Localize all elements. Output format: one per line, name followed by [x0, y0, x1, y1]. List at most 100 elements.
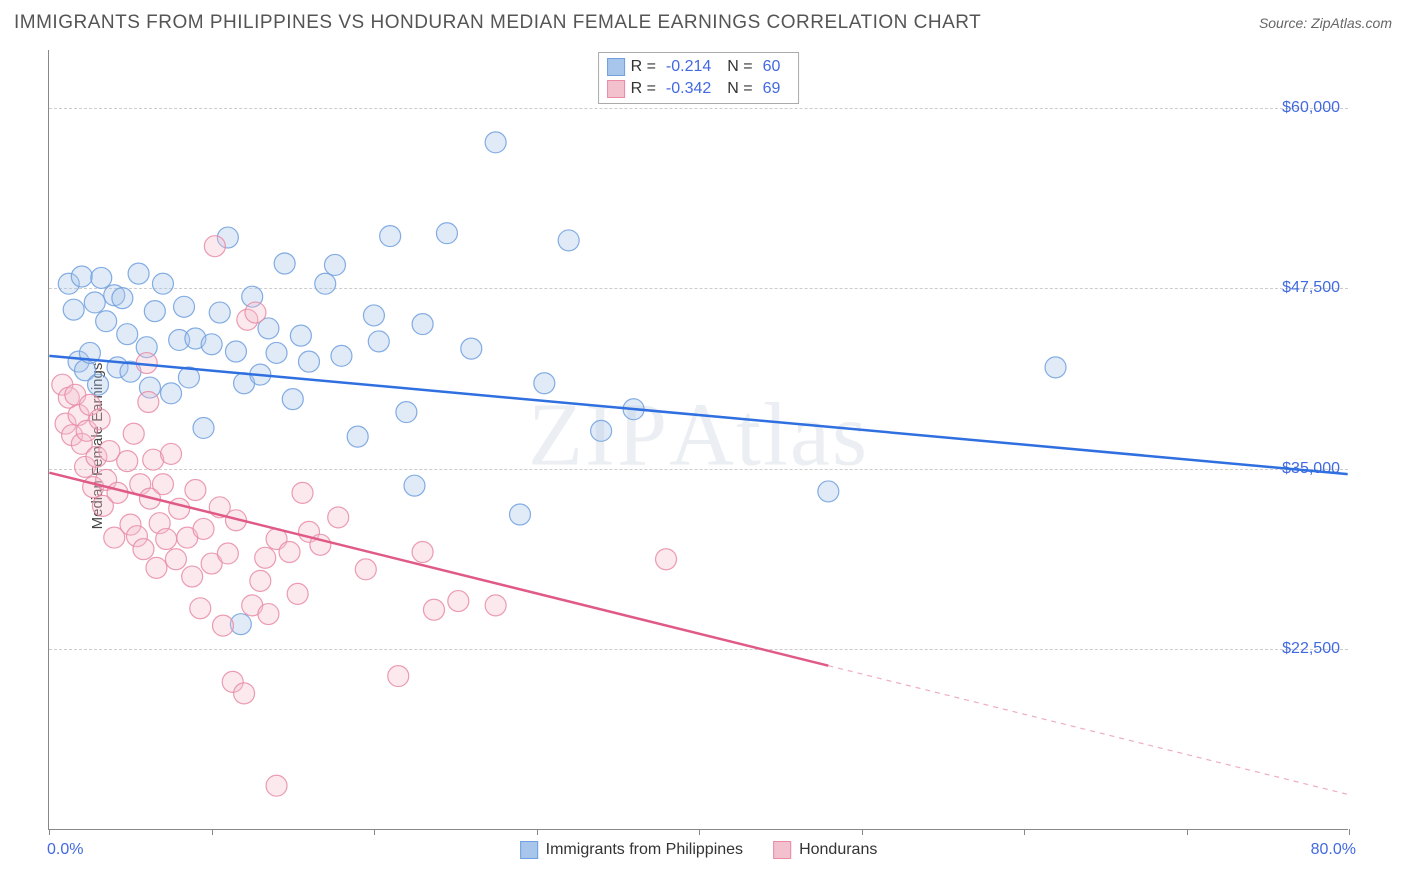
- data-point: [63, 299, 84, 320]
- data-point: [152, 273, 173, 294]
- data-point: [161, 383, 182, 404]
- data-point: [169, 498, 190, 519]
- legend-row-philippines: R = -0.214 N = 60: [607, 56, 791, 78]
- data-point: [534, 373, 555, 394]
- chart-header: IMMIGRANTS FROM PHILIPPINES VS HONDURAN …: [14, 12, 1392, 34]
- data-point: [299, 351, 320, 372]
- legend-item-philippines: Immigrants from Philippines: [520, 841, 743, 859]
- chart-plot-area: ZIPAtlas R = -0.214 N = 60 R = -0.342 N …: [48, 50, 1348, 830]
- data-point: [423, 599, 444, 620]
- data-point: [818, 481, 839, 502]
- data-point: [190, 598, 211, 619]
- data-point: [84, 292, 105, 313]
- x-tick: [537, 829, 538, 835]
- scatter-svg: [49, 50, 1348, 829]
- data-point: [204, 236, 225, 257]
- data-point: [347, 426, 368, 447]
- data-point: [89, 409, 110, 430]
- data-point: [266, 775, 287, 796]
- data-point: [412, 314, 433, 335]
- data-point: [363, 305, 384, 326]
- data-point: [182, 566, 203, 587]
- data-point: [193, 518, 214, 539]
- data-point: [96, 311, 117, 332]
- data-point: [485, 595, 506, 616]
- data-point: [234, 683, 255, 704]
- data-point: [448, 591, 469, 612]
- data-point: [315, 273, 336, 294]
- data-point: [91, 267, 112, 288]
- legend-correlation-box: R = -0.214 N = 60 R = -0.342 N = 69: [598, 52, 800, 104]
- data-point: [161, 443, 182, 464]
- data-point: [185, 480, 206, 501]
- data-point: [396, 402, 417, 423]
- data-point: [485, 132, 506, 153]
- x-tick: [374, 829, 375, 835]
- data-point: [209, 302, 230, 323]
- chart-title: IMMIGRANTS FROM PHILIPPINES VS HONDURAN …: [14, 12, 981, 34]
- data-point: [117, 451, 138, 472]
- legend-row-hondurans: R = -0.342 N = 69: [607, 78, 791, 100]
- data-point: [591, 420, 612, 441]
- legend-series: Immigrants from Philippines Hondurans: [520, 841, 878, 859]
- data-point: [212, 615, 233, 636]
- data-point: [1045, 357, 1066, 378]
- data-point: [292, 482, 313, 503]
- data-point: [274, 253, 295, 274]
- data-point: [328, 507, 349, 528]
- data-point: [138, 392, 159, 413]
- data-point: [144, 301, 165, 322]
- x-min-label: 0.0%: [47, 841, 83, 859]
- data-point: [290, 325, 311, 346]
- x-tick: [1187, 829, 1188, 835]
- data-point: [355, 559, 376, 580]
- legend-item-hondurans: Hondurans: [773, 841, 877, 859]
- x-tick: [699, 829, 700, 835]
- data-point: [193, 417, 214, 438]
- data-point: [133, 539, 154, 560]
- data-point: [279, 542, 300, 563]
- data-point: [174, 296, 195, 317]
- data-point: [107, 482, 128, 503]
- data-point: [152, 474, 173, 495]
- swatch-hondurans: [607, 80, 625, 98]
- data-point: [461, 338, 482, 359]
- data-point: [380, 226, 401, 247]
- data-point: [245, 302, 266, 323]
- data-point: [201, 334, 222, 355]
- trendline-dashed: [828, 666, 1347, 795]
- trendline-solid: [49, 356, 1347, 474]
- data-point: [324, 254, 345, 275]
- data-point: [117, 324, 138, 345]
- data-point: [656, 549, 677, 570]
- data-point: [112, 288, 133, 309]
- data-point: [88, 374, 109, 395]
- chart-source: Source: ZipAtlas.com: [1259, 15, 1392, 31]
- data-point: [266, 342, 287, 363]
- swatch-philippines-bottom: [520, 841, 538, 859]
- data-point: [509, 504, 530, 525]
- data-point: [165, 549, 186, 570]
- data-point: [156, 529, 177, 550]
- x-tick: [862, 829, 863, 835]
- data-point: [404, 475, 425, 496]
- x-tick: [1024, 829, 1025, 835]
- swatch-philippines: [607, 58, 625, 76]
- x-tick: [212, 829, 213, 835]
- data-point: [250, 570, 271, 591]
- data-point: [123, 423, 144, 444]
- data-point: [368, 331, 389, 352]
- data-point: [282, 389, 303, 410]
- data-point: [146, 557, 167, 578]
- swatch-hondurans-bottom: [773, 841, 791, 859]
- data-point: [255, 547, 276, 568]
- data-point: [258, 604, 279, 625]
- data-point: [388, 666, 409, 687]
- data-point: [71, 266, 92, 287]
- data-point: [287, 583, 308, 604]
- data-point: [412, 542, 433, 563]
- data-point: [436, 223, 457, 244]
- x-max-label: 80.0%: [1311, 841, 1356, 859]
- data-point: [128, 263, 149, 284]
- x-tick: [1349, 829, 1350, 835]
